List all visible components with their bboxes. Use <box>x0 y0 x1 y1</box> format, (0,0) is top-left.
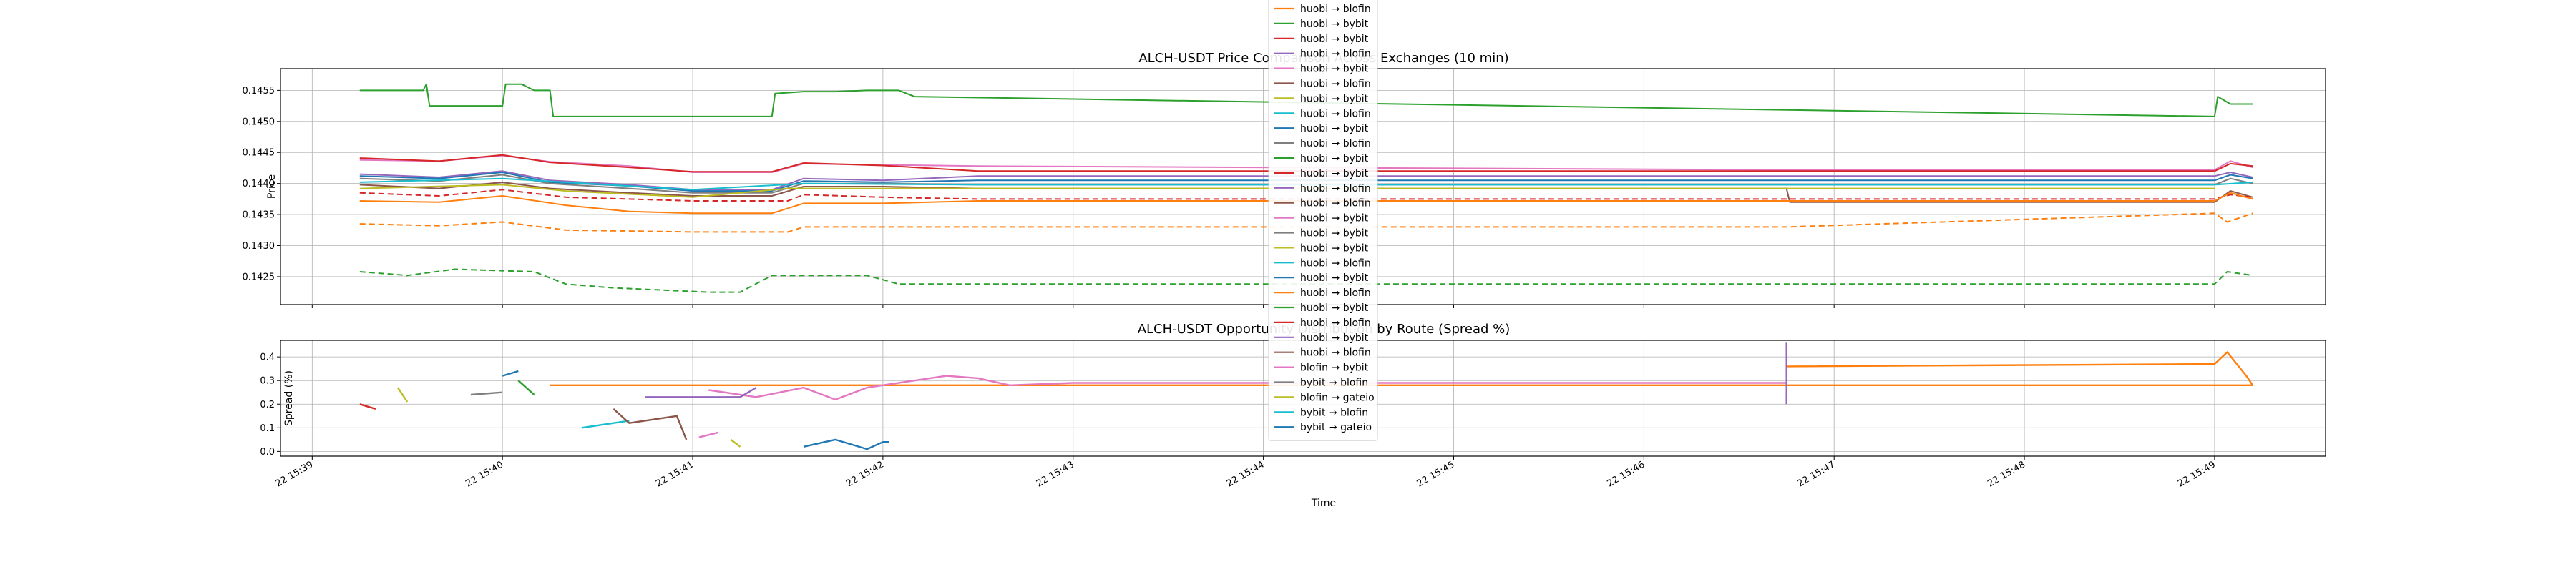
spread-y-tick-label: 0.3 <box>260 376 275 387</box>
spread-series-line-9 <box>613 408 688 440</box>
legend-item-label: bybit → gateio <box>1300 422 1372 433</box>
legend-box <box>1268 0 1378 441</box>
legend-item-label: huobi → blofin <box>1300 4 1371 15</box>
spread-series-group <box>359 342 2254 450</box>
legend-item-label: huobi → blofin <box>1300 198 1371 209</box>
legend-item-label: huobi → bybit <box>1300 302 1369 314</box>
price-series-line-9 <box>359 177 2253 191</box>
price-y-tick-label: 0.1435 <box>243 210 275 221</box>
legend-item-label: huobi → blofin <box>1300 108 1371 119</box>
spread-series-line-8 <box>517 380 535 395</box>
spread-y-tick-label: 0.2 <box>260 400 275 410</box>
price-y-label: Price <box>266 174 278 199</box>
price-y-tick-label: 0.1445 <box>243 148 275 159</box>
legend-item-label: huobi → bybit <box>1300 213 1369 225</box>
spread-series-line-11 <box>470 391 503 396</box>
legend-item-label: huobi → bybit <box>1300 19 1369 30</box>
spread-series-line-7 <box>581 420 630 429</box>
price-series-line-7 <box>359 181 2253 203</box>
legend-item-label: huobi → bybit <box>1300 64 1369 75</box>
spread-y-label: Spread (%) <box>283 370 295 426</box>
legend-item-label: huobi → blofin <box>1300 257 1371 269</box>
spread-y-ticks: 0.0 0.1 0.2 0.3 0.4 <box>260 352 280 458</box>
legend-item-label: blofin → gateio <box>1300 392 1375 403</box>
legend-item-label: huobi → blofin <box>1300 183 1371 194</box>
legend-item-label: huobi → bybit <box>1300 153 1369 164</box>
price-series-line-1 <box>359 268 2253 293</box>
legend-item-label: blofin → bybit <box>1300 363 1369 374</box>
price-series-line-5 <box>359 172 2253 192</box>
price-series-group <box>359 83 2253 293</box>
price-series-line-12 <box>359 212 2253 233</box>
price-y-tick-label: 0.1450 <box>243 117 275 127</box>
spread-series-line-6 <box>730 438 741 448</box>
price-y-tick-label: 0.1430 <box>243 241 275 252</box>
spread-series-line-4 <box>803 438 889 450</box>
price-y-ticks: 0.1425 0.1430 0.1435 0.1440 0.1445 0.1450 0.14… <box>243 86 280 282</box>
price-y-tick-label: 0.1425 <box>243 272 275 282</box>
price-y-tick-label: 0.1440 <box>243 179 275 189</box>
legend: huobi → blofin huobi → bybit huobi → bybit… <box>1268 0 1378 441</box>
legend-item-label: huobi → bybit <box>1300 168 1369 179</box>
legend-item-label: huobi → bybit <box>1300 242 1369 254</box>
legend-item-label: huobi → bybit <box>1300 123 1369 134</box>
legend-item-label: huobi → bybit <box>1300 272 1369 284</box>
price-series-line-8 <box>359 184 2215 198</box>
spread-y-tick-label: 0.4 <box>260 352 275 363</box>
legend-item-label: huobi → bybit <box>1300 228 1369 240</box>
price-series-line-0 <box>359 83 2253 117</box>
price-y-tick-label: 0.1455 <box>243 86 275 97</box>
legend-item-label: bybit → blofin <box>1300 378 1368 389</box>
spread-series-line-5 <box>396 387 409 403</box>
legend-item-label: huobi → bybit <box>1300 93 1369 104</box>
legend-item-label: bybit → blofin <box>1300 407 1368 418</box>
legend-item-label: huobi → blofin <box>1300 287 1371 299</box>
legend-item-label: huobi → blofin <box>1300 138 1371 149</box>
x-axis-label: Time <box>1311 498 1336 509</box>
legend-item-label: huobi → bybit <box>1300 34 1369 45</box>
spread-y-tick-label: 0.1 <box>260 423 275 434</box>
legend-item-label: huobi → blofin <box>1300 347 1371 359</box>
price-series-line-11 <box>359 192 2253 214</box>
spread-series-line-10 <box>359 403 376 410</box>
price-series-line-10 <box>359 189 2253 202</box>
spread-series-line-1 <box>1786 351 2254 386</box>
spread-series-line-2 <box>708 375 1787 400</box>
spread-series-line-13 <box>502 370 519 377</box>
legend-item-label: huobi → blofin <box>1300 49 1371 60</box>
price-series-line-3 <box>359 154 2253 173</box>
spread-series-line-3 <box>645 387 757 398</box>
legend-item-label: huobi → blofin <box>1300 79 1371 90</box>
legend-item-label: huobi → blofin <box>1300 317 1371 329</box>
legend-item-label: huobi → bybit <box>1300 332 1369 344</box>
spread-y-tick-label: 0.0 <box>260 447 275 458</box>
spread-series-line-12 <box>698 431 718 438</box>
